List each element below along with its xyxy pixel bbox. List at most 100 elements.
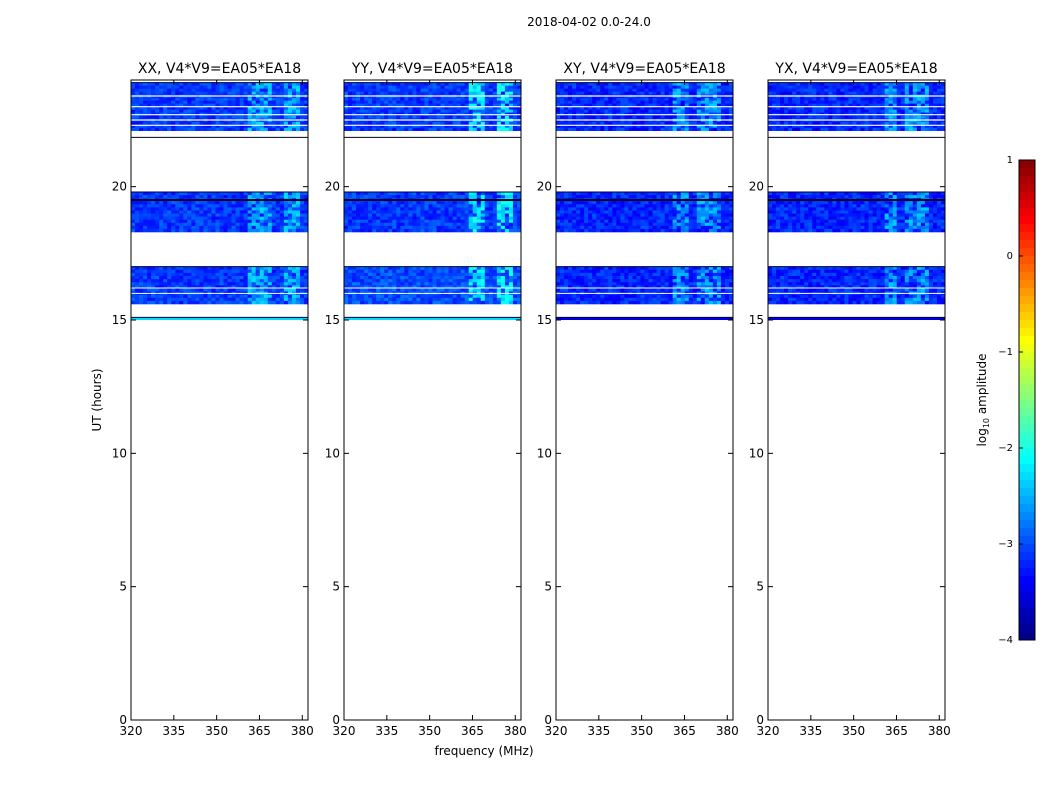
data-cell (372, 273, 376, 276)
data-cell (424, 92, 428, 95)
data-cell (457, 217, 461, 220)
data-cell (296, 295, 300, 298)
data-cell (372, 223, 376, 226)
data-cell (211, 86, 215, 89)
data-cell (608, 195, 612, 198)
data-cell (392, 279, 396, 282)
data-cell (408, 98, 412, 101)
data-cell (240, 192, 244, 195)
data-cell (632, 89, 636, 92)
data-cell (665, 229, 669, 232)
data-cell (284, 282, 288, 285)
data-cell (481, 110, 485, 113)
data-cell (220, 267, 224, 270)
data-cell (685, 207, 689, 210)
data-cell (360, 122, 364, 125)
data-cell (224, 301, 228, 304)
data-cell (171, 273, 175, 276)
data-cell (135, 195, 139, 198)
data-cell (211, 101, 215, 104)
data-cell (596, 122, 600, 125)
data-cell (596, 195, 600, 198)
data-cell (493, 298, 497, 301)
data-cell (155, 301, 159, 304)
data-cell (556, 210, 560, 213)
data-cell (248, 301, 252, 304)
data-cell (228, 282, 232, 285)
data-cell (244, 288, 248, 291)
data-cell (428, 116, 432, 119)
data-cell (477, 214, 481, 217)
data-cell (717, 101, 721, 104)
data-cell (473, 214, 477, 217)
data-cell (163, 226, 167, 229)
data-cell (240, 223, 244, 226)
data-cell (236, 270, 240, 273)
data-cell (424, 210, 428, 213)
data-cell (272, 192, 276, 195)
data-cell (292, 214, 296, 217)
data-cell (628, 128, 632, 131)
data-cell (449, 207, 453, 210)
data-cell (268, 210, 272, 213)
data-cell (392, 226, 396, 229)
data-cell (292, 276, 296, 279)
data-cell (163, 128, 167, 131)
data-cell (215, 192, 219, 195)
data-cell (636, 226, 640, 229)
data-cell (725, 207, 729, 210)
data-cell (220, 98, 224, 101)
data-cell (256, 201, 260, 204)
data-cell (608, 98, 612, 101)
data-cell (256, 288, 260, 291)
data-cell (665, 89, 669, 92)
data-cell (199, 282, 203, 285)
data-cell (505, 207, 509, 210)
data-cell (473, 270, 477, 273)
data-cell (296, 301, 300, 304)
data-cell (224, 282, 228, 285)
data-cell (380, 288, 384, 291)
data-cell (653, 98, 657, 101)
data-cell (697, 201, 701, 204)
data-cell (408, 201, 412, 204)
data-cell (388, 276, 392, 279)
data-cell (292, 128, 296, 131)
data-cell (183, 92, 187, 95)
data-cell (725, 214, 729, 217)
data-cell (616, 128, 620, 131)
data-cell (592, 204, 596, 207)
data-cell (632, 116, 636, 119)
data-cell (616, 92, 620, 95)
data-cell (260, 301, 264, 304)
data-cell (175, 201, 179, 204)
data-cell (437, 192, 441, 195)
data-cell (489, 116, 493, 119)
data-cell (465, 301, 469, 304)
data-band (556, 83, 733, 131)
data-cell (428, 201, 432, 204)
data-cell (628, 220, 632, 223)
data-cell (220, 101, 224, 104)
data-cell (400, 110, 404, 113)
data-cell (396, 128, 400, 131)
data-cell (288, 192, 292, 195)
data-cell (645, 192, 649, 195)
data-cell (228, 220, 232, 223)
data-cell (697, 192, 701, 195)
data-cell (288, 279, 292, 282)
data-cell (131, 210, 135, 213)
data-cell (608, 128, 612, 131)
data-cell (240, 273, 244, 276)
data-cell (400, 288, 404, 291)
data-cell (167, 295, 171, 298)
data-cell (284, 110, 288, 113)
data-cell (356, 86, 360, 89)
data-cell (276, 110, 280, 113)
data-cell (556, 86, 560, 89)
data-cell (163, 270, 167, 273)
data-cell (384, 86, 388, 89)
data-cell (163, 298, 167, 301)
data-cell (183, 201, 187, 204)
data-cell (139, 101, 143, 104)
